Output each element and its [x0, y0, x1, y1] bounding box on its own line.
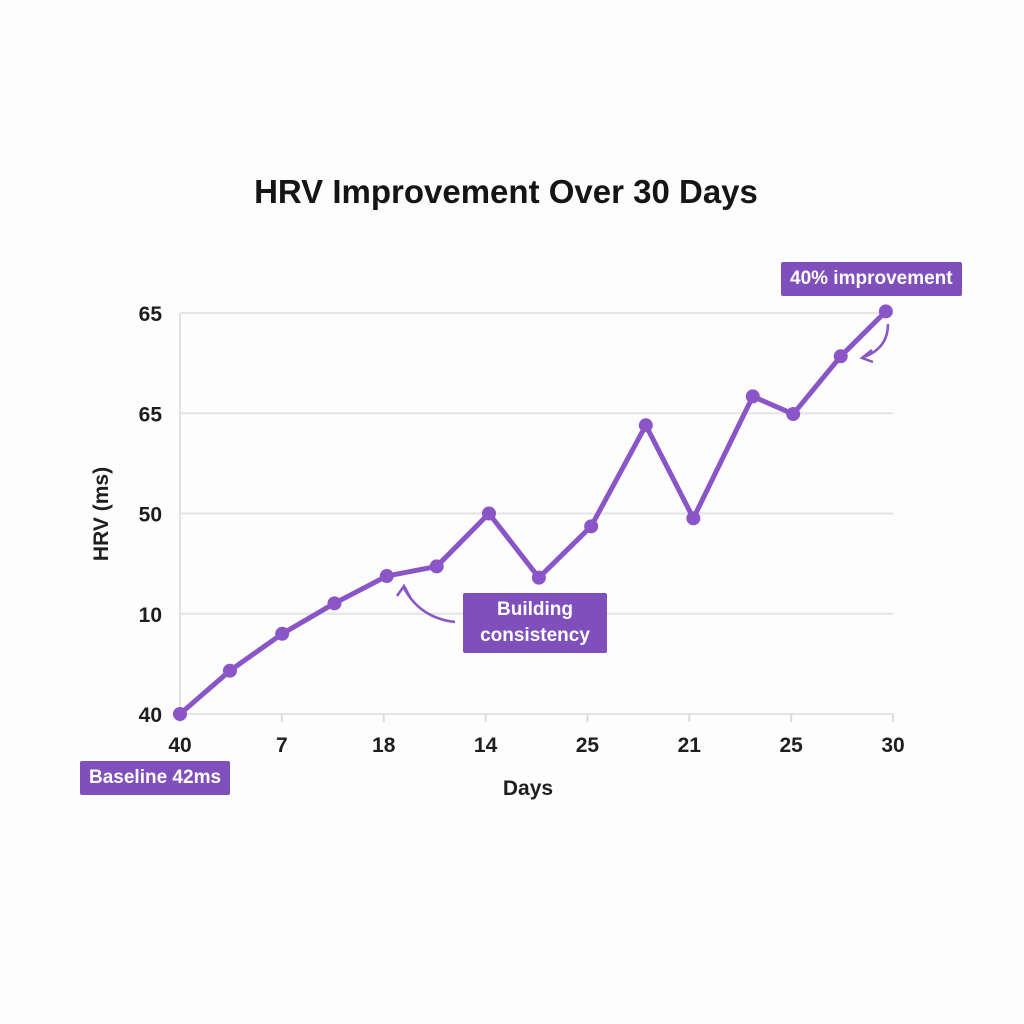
chart-title: HRV Improvement Over 30 Days — [254, 173, 758, 210]
data-point — [481, 506, 496, 521]
improvement-annotation: 40% improvement — [781, 262, 962, 296]
x-tick-label: 25 — [576, 734, 600, 757]
data-point — [531, 570, 546, 585]
gridlines — [180, 312, 893, 715]
data-point — [379, 569, 394, 584]
data-point — [275, 626, 290, 641]
data-point — [745, 389, 760, 404]
y-tick-label: 65 — [139, 303, 163, 326]
y-axis-label: HRV (ms) — [90, 467, 113, 561]
improvement-arrowhead-icon — [859, 349, 874, 364]
x-tick-label: 21 — [678, 734, 702, 757]
y-tick-labels: 40 10 50 65 65 — [139, 303, 163, 727]
y-tick-label: 65 — [139, 403, 163, 426]
x-tick-label: 40 — [168, 734, 191, 757]
building-arrow — [402, 587, 456, 624]
y-tick-label: 50 — [139, 504, 162, 527]
improvement-arrow — [863, 323, 890, 359]
data-point — [584, 519, 599, 534]
data-point — [327, 596, 342, 611]
x-tick-labels: 40 7 18 14 25 21 25 30 — [168, 714, 905, 757]
hrv-series — [173, 304, 893, 721]
data-point — [833, 349, 848, 364]
data-point — [429, 559, 444, 574]
x-tick-label: 25 — [779, 734, 803, 757]
x-tick-label: 7 — [276, 734, 288, 757]
building-consistency-annotation: Building consistency — [463, 593, 607, 653]
y-tick-label: 40 — [139, 704, 162, 727]
x-tick-label: 30 — [881, 734, 904, 757]
data-point — [222, 663, 237, 678]
data-point — [786, 407, 801, 422]
baseline-annotation: Baseline 42ms — [80, 761, 231, 795]
data-point — [173, 707, 187, 721]
building-arrowhead-icon — [395, 583, 412, 598]
x-tick-label: 18 — [372, 734, 396, 757]
x-tick-label: 14 — [474, 734, 498, 757]
data-point — [878, 304, 893, 319]
data-point — [686, 511, 701, 526]
x-axis-label: Days — [503, 777, 553, 800]
y-tick-label: 10 — [139, 604, 162, 627]
data-point — [638, 418, 653, 433]
